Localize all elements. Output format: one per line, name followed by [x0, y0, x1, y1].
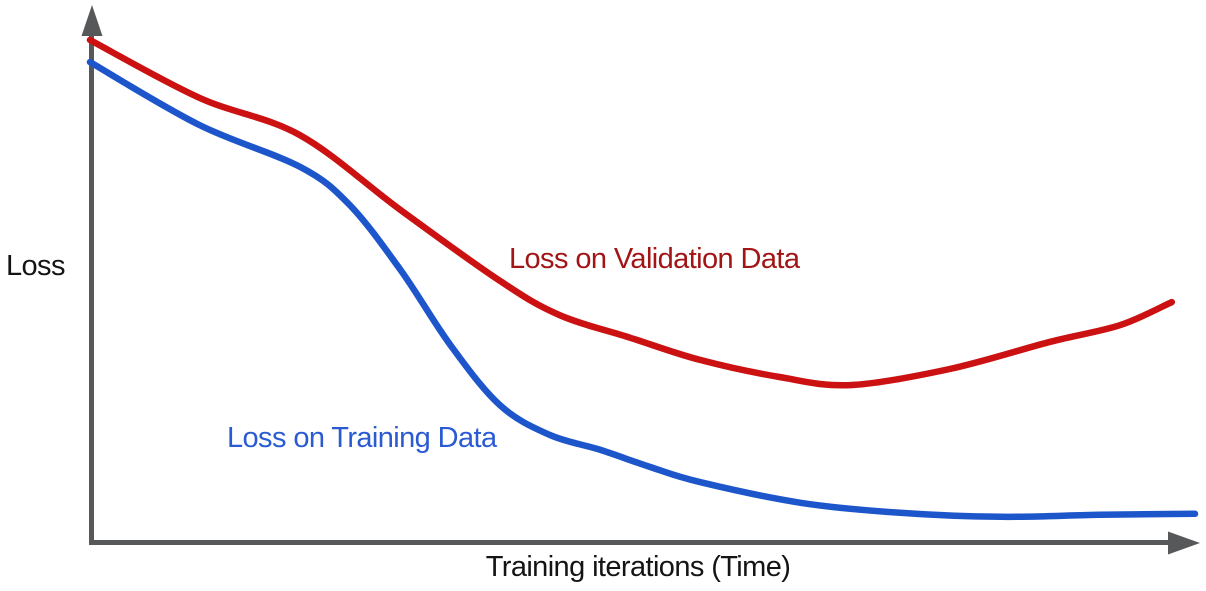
training-loss-curve	[86, 58, 1199, 521]
y-axis-label: Loss	[6, 250, 65, 282]
x-axis-label: Training iterations (Time)	[485, 551, 791, 583]
x-axis-arrowhead	[1168, 531, 1200, 555]
training-loss-series-label: Loss on Training Data	[227, 422, 497, 454]
y-axis-arrowhead	[81, 5, 103, 36]
validation-loss-series-label: Loss on Validation Data	[509, 243, 800, 275]
validation-loss-curve	[86, 36, 1176, 389]
